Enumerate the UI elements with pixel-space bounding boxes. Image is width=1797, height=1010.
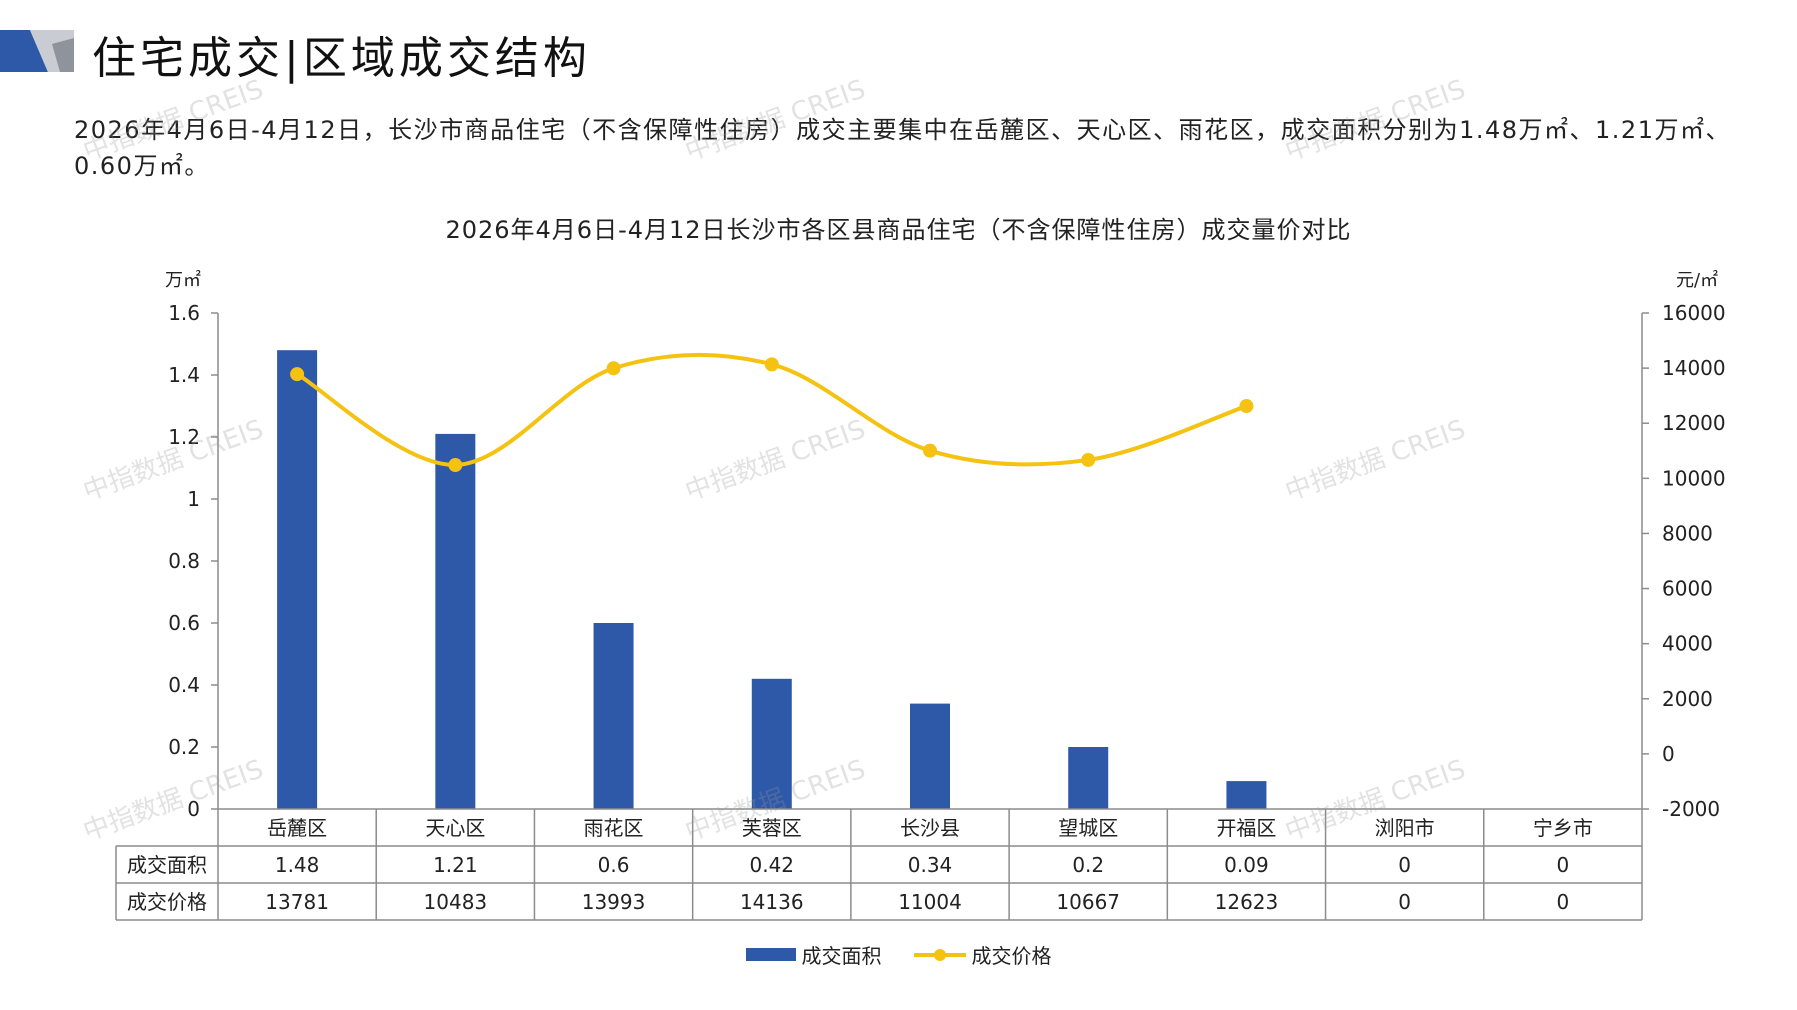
table-cell-price: 11004 bbox=[898, 890, 962, 914]
header-logo-mark bbox=[0, 30, 74, 72]
table-cell-price: 13781 bbox=[265, 890, 329, 914]
page-title: 住宅成交|区域成交结构 bbox=[92, 33, 591, 84]
table-cell-area: 0.6 bbox=[598, 853, 630, 877]
left-axis-tick-label: 1 bbox=[187, 487, 200, 511]
bar-望城区 bbox=[1068, 747, 1109, 809]
table-cell-price: 0 bbox=[1398, 890, 1411, 914]
category-label: 长沙县 bbox=[900, 816, 960, 840]
chart-title: 2026年4月6日-4月12日长沙市各区县商品住宅（不含保障性住房）成交量价对比 bbox=[445, 216, 1352, 244]
price-point-天心区 bbox=[448, 458, 463, 473]
bar-芙蓉区 bbox=[751, 678, 792, 809]
bar-岳麓区 bbox=[277, 350, 318, 809]
price-point-岳麓区 bbox=[290, 367, 305, 382]
legend-item-area: 成交面积 bbox=[745, 940, 882, 969]
bar-长沙县 bbox=[910, 703, 950, 809]
left-axis-unit: 万㎡ bbox=[165, 270, 201, 291]
table-row-header-area: 成交面积 bbox=[127, 853, 207, 877]
legend-line-swatch bbox=[913, 947, 966, 963]
left-axis-tick-label: 1.6 bbox=[168, 301, 200, 325]
left-axis-tick-label: 0.2 bbox=[168, 735, 200, 759]
right-axis-unit: 元/㎡ bbox=[1676, 270, 1719, 291]
chart-axes: 0 0.2 0.4 0.6 0.8 1 1.2 1.4 1.6 -2000 0 2000 4000 600… bbox=[168, 301, 1725, 821]
category-label: 开福区 bbox=[1216, 816, 1276, 840]
category-label: 天心区 bbox=[425, 816, 485, 840]
right-axis-tick-label: 2000 bbox=[1662, 687, 1713, 711]
left-axis-tick-label: 0.8 bbox=[168, 549, 200, 573]
price-point-开福区 bbox=[1239, 399, 1254, 414]
right-axis-tick-label: 6000 bbox=[1662, 577, 1713, 601]
bar-天心区 bbox=[435, 433, 476, 809]
right-axis-tick-label: 10000 bbox=[1662, 466, 1726, 490]
left-axis-tick-label: 1.2 bbox=[168, 425, 200, 449]
table-cell-price: 10667 bbox=[1056, 890, 1120, 914]
chart-legend: 成交面积 成交价格 bbox=[0, 940, 1797, 969]
category-label: 岳麓区 bbox=[267, 816, 327, 840]
table-cell-price: 13993 bbox=[582, 890, 646, 914]
price-point-长沙县 bbox=[923, 443, 937, 458]
price-point-芙蓉区 bbox=[764, 357, 779, 372]
table-cell-area: 0 bbox=[1398, 853, 1411, 877]
table-cell-price: 14136 bbox=[740, 890, 804, 914]
category-label: 雨花区 bbox=[584, 816, 644, 840]
table-cell-area: 0 bbox=[1557, 853, 1570, 877]
table-cell-area: 0.34 bbox=[908, 853, 953, 877]
right-axis-tick-label: 12000 bbox=[1662, 411, 1726, 435]
left-axis-tick-label: 1.4 bbox=[168, 363, 200, 387]
left-axis-tick-label: 0 bbox=[187, 797, 200, 821]
summary-paragraph: 2026年4月6日-4月12日，长沙市商品住宅（不含保障性住房）成交主要集中在岳… bbox=[74, 116, 1731, 180]
category-label: 宁乡市 bbox=[1533, 816, 1593, 840]
bar-雨花区 bbox=[593, 623, 634, 809]
price-point-望城区 bbox=[1081, 452, 1096, 467]
table-cell-area: 0.42 bbox=[750, 853, 795, 877]
left-axis-tick-label: 0.4 bbox=[168, 673, 200, 697]
line-series-price bbox=[290, 352, 1254, 473]
right-axis-tick-label: 0 bbox=[1662, 742, 1675, 766]
right-axis-tick-label: 16000 bbox=[1662, 301, 1726, 325]
table-cell-area: 1.21 bbox=[433, 853, 478, 877]
bar-series-area bbox=[277, 350, 1267, 809]
table-cell-area: 1.48 bbox=[275, 853, 320, 877]
legend-bar-swatch bbox=[745, 948, 796, 961]
table-cell-price: 10483 bbox=[424, 890, 488, 914]
price-point-雨花区 bbox=[606, 361, 621, 376]
right-axis-tick-label: 14000 bbox=[1662, 356, 1726, 380]
category-label: 浏阳市 bbox=[1375, 816, 1435, 840]
bar-开福区 bbox=[1226, 781, 1267, 809]
legend-label-price: 成交价格 bbox=[971, 944, 1052, 968]
left-axis-tick-label: 0.6 bbox=[168, 611, 200, 635]
right-axis-tick-label: 4000 bbox=[1662, 632, 1713, 656]
table-cell-price: 12623 bbox=[1215, 890, 1279, 914]
legend-item-price: 成交价格 bbox=[913, 940, 1052, 969]
combo-chart: 0 0.2 0.4 0.6 0.8 1 1.2 1.4 1.6 -2000 0 2000 4000 600… bbox=[115, 301, 1726, 921]
table-row-header-price: 成交价格 bbox=[127, 890, 207, 914]
category-label: 望城区 bbox=[1058, 816, 1118, 840]
table-cell-price: 0 bbox=[1557, 890, 1570, 914]
right-axis-tick-label: 8000 bbox=[1662, 521, 1713, 545]
table-cell-area: 0.09 bbox=[1224, 853, 1269, 877]
legend-label-area: 成交面积 bbox=[801, 944, 882, 968]
table-cell-area: 0.2 bbox=[1072, 853, 1104, 877]
category-label: 芙蓉区 bbox=[742, 816, 802, 840]
right-axis-tick-label: -2000 bbox=[1662, 797, 1720, 821]
